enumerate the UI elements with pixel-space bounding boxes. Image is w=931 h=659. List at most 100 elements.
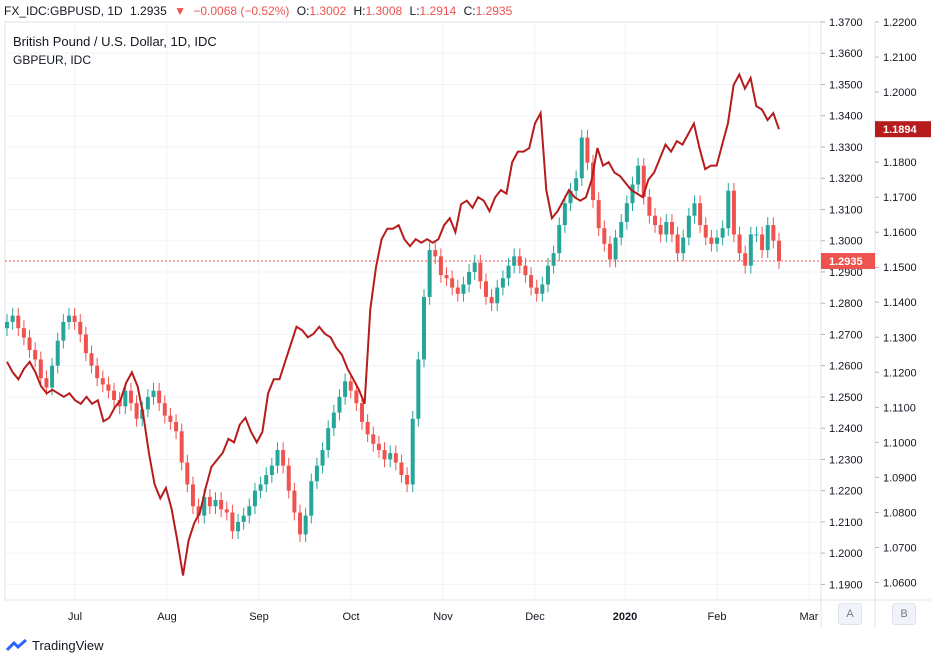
y-tick-label: 1.2300 — [829, 454, 863, 466]
y-tick-label: 1.3300 — [829, 142, 863, 154]
price-chart[interactable]: 1.3700 1.3600 1.3500 1.3400 1.3300 1.3200 1.31… — [0, 0, 931, 633]
candle-body — [760, 234, 765, 251]
candle-body — [771, 225, 776, 241]
candle-body — [748, 234, 753, 266]
candle-body — [83, 334, 88, 354]
last-price: 1.2935 — [130, 4, 167, 18]
candle-body — [585, 137, 590, 163]
candle-body — [534, 287, 539, 294]
y2-tick-label: 1.1600 — [883, 227, 917, 239]
candle-body — [348, 381, 353, 391]
high-value: 1.3008 — [365, 4, 403, 18]
candle-body — [106, 384, 111, 391]
brand-name[interactable]: TradingView — [32, 638, 104, 653]
x-tick-label: 2020 — [613, 611, 637, 623]
candle-body — [624, 203, 629, 222]
x-tick-label: Feb — [708, 611, 727, 623]
y-tick-label: 1.3500 — [829, 79, 863, 91]
candle-body — [731, 190, 736, 235]
candle-body — [444, 275, 449, 279]
candle-body — [647, 196, 652, 216]
candle-body — [692, 203, 697, 216]
compare-series — [6, 72, 780, 576]
candle-body — [596, 200, 601, 229]
candle-body — [314, 465, 319, 482]
y2-tick-label: 1.0900 — [883, 472, 917, 484]
symbol-name[interactable]: FX_IDC:GBPUSD, 1D — [4, 4, 123, 18]
y-tick-label: 1.2600 — [829, 361, 863, 373]
last-price-tag — [821, 253, 875, 270]
candle-body — [495, 287, 500, 304]
candle-body — [55, 340, 60, 366]
grid — [5, 21, 821, 600]
candle-body — [720, 228, 725, 238]
y2-tick-label: 1.1500 — [883, 262, 917, 274]
candle-body — [450, 278, 455, 288]
x-tick-label: Nov — [433, 611, 453, 623]
candle-body — [545, 265, 550, 285]
candle-body — [236, 521, 241, 532]
candle-body — [157, 390, 162, 404]
candle-body — [630, 184, 635, 204]
y-tick-label: 1.2400 — [829, 423, 863, 435]
candle-body — [100, 378, 105, 385]
plot-frame — [4, 21, 822, 601]
x-tick-label: Jul — [68, 611, 82, 623]
candle-body — [540, 284, 545, 294]
candle-body — [343, 381, 348, 397]
candle-body — [641, 165, 646, 197]
y2-tick-label: 1.1300 — [883, 332, 917, 344]
y2-tick-label: 1.0800 — [883, 507, 917, 519]
candle-body — [765, 225, 770, 251]
candle-body — [591, 162, 596, 201]
candle-body — [405, 475, 410, 485]
candle-body — [388, 453, 393, 460]
candle-body — [698, 203, 703, 226]
secondary-scale-button[interactable]: B — [892, 603, 916, 625]
x-tick-label: Mar — [800, 611, 819, 623]
candle-body — [410, 418, 415, 485]
candle-body — [568, 190, 573, 204]
y-tick-label: 1.3100 — [829, 204, 863, 216]
candle-body — [478, 262, 483, 282]
close-value: 1.2935 — [475, 4, 513, 18]
y-tick-label: 1.2500 — [829, 392, 863, 404]
legend-main[interactable]: British Pound / U.S. Dollar, 1D, IDC — [13, 34, 217, 49]
candle-body — [500, 278, 505, 288]
y2-tick-label: 1.1800 — [883, 157, 917, 169]
candle-body — [371, 434, 376, 444]
candle-body — [78, 321, 83, 335]
x-tick-label: Dec — [525, 611, 545, 623]
candle-body — [207, 496, 212, 507]
candle-body — [433, 250, 438, 257]
candle-body — [33, 350, 38, 360]
y-tick-label: 1.1900 — [829, 579, 863, 591]
candle-body — [337, 396, 342, 413]
candle-body — [145, 396, 150, 410]
candle-body — [16, 315, 21, 329]
candle-body — [179, 431, 184, 463]
candle-body — [421, 296, 426, 360]
candle-body — [303, 515, 308, 535]
candle-body — [50, 365, 55, 388]
y2-tick-label: 1.0700 — [883, 542, 917, 554]
candle-body — [309, 481, 314, 516]
legend-compare[interactable]: GBPEUR, IDC — [13, 53, 91, 67]
candle-body — [202, 496, 207, 516]
price-change: −0.0068 (−0.52%) — [193, 4, 290, 18]
candle-body — [252, 490, 257, 507]
candle-body — [506, 265, 511, 279]
candle-body — [134, 403, 139, 419]
auto-scale-button[interactable]: A — [838, 603, 862, 625]
candle-body — [224, 509, 229, 513]
candle-body — [213, 500, 218, 507]
candle-body — [669, 221, 674, 235]
candle-body — [455, 287, 460, 294]
y2-tick-label: 1.1200 — [883, 367, 917, 379]
candle-body — [320, 450, 325, 466]
candle-body — [112, 390, 117, 401]
candle-body — [523, 265, 528, 276]
tradingview-logo-icon[interactable] — [6, 638, 28, 654]
y-tick-label: 1.2200 — [829, 486, 863, 498]
y2-tick-label: 1.2100 — [883, 52, 917, 64]
